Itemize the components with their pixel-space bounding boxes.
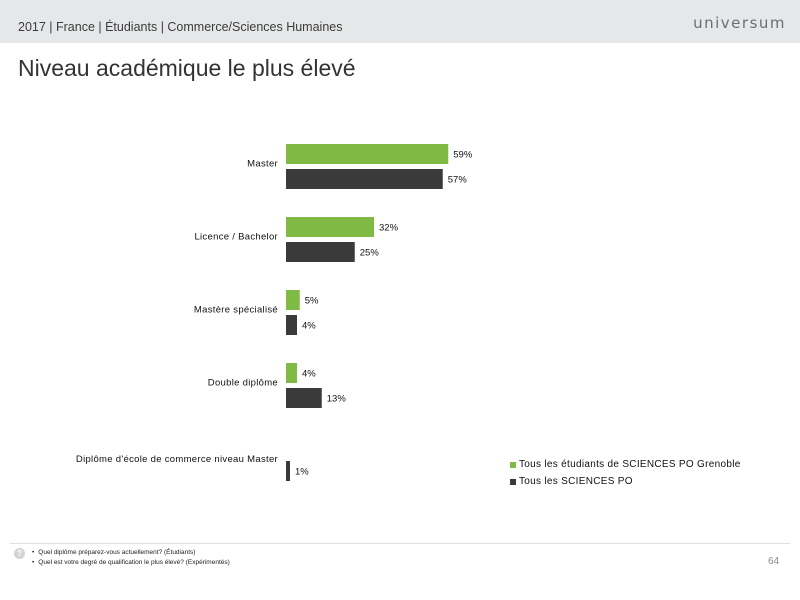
data-label: 57% (448, 175, 468, 186)
category-label: Licence / Bachelor (194, 232, 278, 243)
legend-swatch-grenoble (510, 461, 516, 468)
category-label: Double diplôme (208, 378, 278, 389)
data-label: 5% (305, 296, 319, 307)
chart-legend: Tous les étudiants de SCIENCES PO Grenob… (510, 456, 741, 490)
data-label: 32% (379, 223, 399, 234)
bar (286, 290, 300, 310)
question-icon: ? (14, 548, 25, 559)
data-label: 13% (327, 394, 347, 405)
footnote-1: Quel diplôme préparez-vous actuellement?… (32, 548, 230, 558)
legend-item-grenoble: Tous les étudiants de SCIENCES PO Grenob… (510, 456, 741, 473)
bar-chart: Master 59% 57% Licence / Bachelor 32% 25% Mast… (76, 144, 473, 481)
legend-label-all: Tous les SCIENCES PO (519, 476, 633, 487)
data-label: 1% (295, 467, 309, 478)
universum-logo: universum (693, 14, 786, 32)
category-label: Master (247, 159, 278, 170)
header-bar: 2017 | France | Étudiants | Commerce/Sci… (0, 0, 800, 43)
bar (286, 242, 355, 262)
footnotes: Quel diplôme préparez-vous actuellement?… (32, 548, 230, 568)
data-label: 59% (453, 150, 473, 161)
data-label: 25% (360, 248, 380, 259)
category-label: Mastère spécialisé (194, 305, 278, 316)
footer-divider (10, 543, 790, 544)
bar (286, 144, 449, 164)
legend-swatch-all (510, 478, 516, 485)
bar (286, 217, 374, 237)
page-number: 64 (768, 556, 780, 567)
data-label: 4% (302, 321, 316, 332)
footnote-2: Quel est votre degré de qualification le… (32, 558, 230, 568)
breadcrumb: 2017 | France | Étudiants | Commerce/Sci… (18, 20, 343, 34)
bar (286, 315, 297, 335)
legend-item-all: Tous les SCIENCES PO (510, 473, 741, 490)
page-title: Niveau académique le plus élevé (18, 55, 356, 81)
data-label: 4% (302, 369, 316, 380)
bar (286, 169, 443, 189)
legend-label-grenoble: Tous les étudiants de SCIENCES PO Grenob… (519, 459, 741, 470)
category-label: Diplôme d'école de commerce niveau Maste… (76, 454, 278, 465)
bar (286, 461, 290, 481)
bar (286, 388, 322, 408)
bar (286, 363, 297, 383)
